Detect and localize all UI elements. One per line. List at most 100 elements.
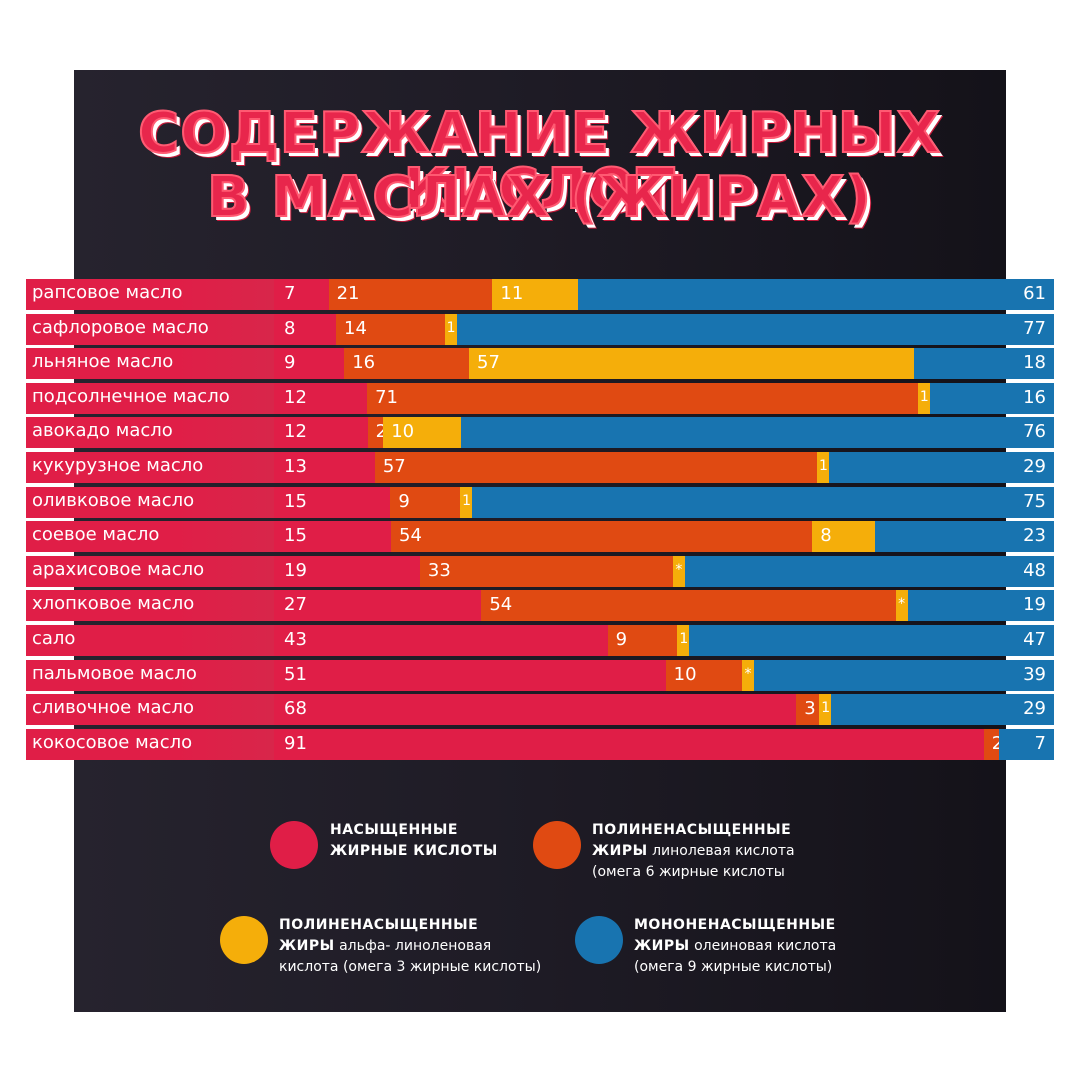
bar-segment bbox=[344, 348, 470, 380]
data-label: 19 bbox=[284, 559, 307, 581]
category-label: сало bbox=[32, 628, 76, 649]
bar-segment bbox=[444, 313, 458, 345]
data-label: 71 bbox=[375, 386, 398, 408]
legend-title-2: ЖИРЫ bbox=[279, 938, 335, 954]
bar-segment bbox=[472, 486, 1055, 518]
bar-segment bbox=[917, 382, 931, 414]
bar-segment bbox=[274, 521, 392, 553]
bar-segment bbox=[336, 313, 446, 345]
bar-row: сафлоровое масло 8 14 1 77 bbox=[26, 313, 1055, 345]
data-label: * bbox=[744, 665, 752, 682]
category-label: оливковое масло bbox=[32, 489, 195, 511]
bar-segment bbox=[874, 521, 1055, 553]
data-label: 91 bbox=[284, 732, 307, 754]
data-label: 15 bbox=[284, 490, 307, 512]
bar-segment bbox=[274, 417, 369, 449]
chart-title-line2: В МАСЛАХ (ЖИРАХ) bbox=[206, 165, 873, 230]
data-label: 57 bbox=[382, 456, 406, 477]
bar-row: хлопковое масло 27 54 * 19 bbox=[26, 590, 1055, 622]
bar-segment bbox=[742, 659, 755, 691]
category-label: арахисовое масло bbox=[32, 558, 205, 580]
category-label: авокадо масло bbox=[32, 420, 173, 442]
legend-title-2: ЖИРНЫЕ КИСЛОТЫ bbox=[330, 843, 498, 859]
category-label: сливочное масло bbox=[32, 697, 194, 719]
legend-desc: олеиновая кислота bbox=[689, 938, 837, 954]
data-label: 16 bbox=[1023, 386, 1046, 408]
data-label: 18 bbox=[1023, 352, 1046, 374]
data-label: 9 bbox=[284, 352, 296, 374]
bar-row: оливковое масло 15 9 1 75 bbox=[26, 486, 1055, 518]
category-label-bg: оливковое масло bbox=[26, 486, 274, 518]
category-label-bg: сафлоровое масло bbox=[26, 313, 274, 345]
data-label: 43 bbox=[284, 629, 307, 650]
data-label: * bbox=[675, 561, 683, 578]
bar-segment bbox=[374, 452, 818, 483]
bar-segment bbox=[607, 625, 678, 656]
data-label: 1 bbox=[819, 458, 828, 474]
category-label: подсолнечное масло bbox=[32, 385, 230, 407]
data-label: 8 bbox=[284, 317, 296, 339]
category-label: льняное масло bbox=[32, 351, 174, 373]
bar-segment bbox=[274, 452, 376, 483]
data-label: 9 bbox=[615, 629, 628, 650]
bar-row: сало 43 9 1 47 bbox=[26, 625, 1055, 656]
data-label: 13 bbox=[284, 456, 307, 477]
data-label: 7 bbox=[284, 283, 296, 304]
bar-segment bbox=[460, 486, 473, 518]
data-label: 16 bbox=[352, 352, 376, 374]
bar-row: сливочное масло 68 3 1 29 bbox=[26, 694, 1055, 726]
bar-segment bbox=[274, 382, 368, 414]
category-label: сафлоровое масло bbox=[32, 316, 209, 338]
bar-segment bbox=[274, 625, 609, 656]
category-label-bg: соевое масло bbox=[26, 521, 274, 553]
legend-swatch-omega6 bbox=[533, 821, 581, 869]
category-label-bg: арахисовое масло bbox=[26, 555, 274, 587]
data-label: 1 bbox=[821, 700, 831, 717]
data-label: 57 bbox=[477, 352, 500, 374]
data-label: 1 bbox=[679, 631, 689, 647]
category-label: хлопковое масло bbox=[32, 593, 195, 615]
data-label: 10 bbox=[673, 663, 697, 685]
data-label: 48 bbox=[1023, 559, 1046, 581]
data-label: 3 bbox=[804, 698, 816, 720]
legend-title: ПОЛИНЕНАСЫЩЕННЫЕ bbox=[592, 822, 792, 838]
bar-segment bbox=[908, 590, 1055, 622]
bar-segment bbox=[929, 382, 1055, 414]
category-label: соевое масло bbox=[32, 524, 160, 546]
data-label: 7 bbox=[1034, 732, 1046, 754]
bar-segment bbox=[328, 279, 493, 310]
legend-title-2: ЖИРЫ bbox=[634, 938, 690, 954]
bar-segment bbox=[274, 694, 797, 726]
legend-label-omega3: ПОЛИНЕНАСЫЩЕННЫЕ ЖИРЫ альфа- линоленовая к… bbox=[279, 915, 541, 978]
category-label: рапсовое масло bbox=[32, 282, 183, 303]
legend-desc-2: (омега 6 жирные кислоты bbox=[592, 864, 785, 880]
legend-desc-2: кислота (омега 3 жирные кислоты) bbox=[279, 959, 542, 975]
bar-segment bbox=[913, 348, 1055, 380]
data-label: 23 bbox=[1023, 525, 1046, 547]
bar-row: кукурузное масло 13 57 1 29 bbox=[26, 452, 1055, 483]
legend-swatch-omega3 bbox=[220, 916, 268, 964]
category-label-bg: льняное масло bbox=[26, 348, 274, 380]
legend-label-saturated: НАСЫЩЕННЫЕ ЖИРНЫЕ КИСЛОТЫ bbox=[330, 820, 498, 862]
bar-row: авокадо масло 12 2 10 76 bbox=[26, 417, 1055, 449]
data-label: 33 bbox=[427, 559, 451, 581]
bar-row: арахисовое масло 19 33 * 48 bbox=[26, 555, 1055, 587]
bar-segment bbox=[578, 279, 1055, 310]
category-label-bg: рапсовое масло bbox=[26, 279, 274, 310]
bar-segment bbox=[274, 313, 337, 345]
data-label: 77 bbox=[1023, 317, 1046, 339]
bar-segment bbox=[367, 382, 919, 414]
bar-segment bbox=[274, 659, 667, 691]
data-label: 61 bbox=[1023, 283, 1046, 304]
data-label: 12 bbox=[284, 386, 307, 408]
bar-segment bbox=[367, 417, 384, 449]
bar-segment bbox=[274, 279, 330, 310]
legend-label-omega6: ПОЛИНЕНАСЫЩЕННЫЕ ЖИРЫ линолевая кислота (о… bbox=[592, 820, 795, 883]
data-label: 1 bbox=[919, 388, 929, 405]
bar-segment bbox=[274, 590, 482, 622]
data-label: 54 bbox=[489, 594, 513, 616]
category-label: пальмовое масло bbox=[32, 662, 197, 684]
data-label: 19 bbox=[1023, 594, 1046, 616]
bar-segment bbox=[829, 452, 1055, 483]
bar-segment bbox=[274, 728, 985, 760]
